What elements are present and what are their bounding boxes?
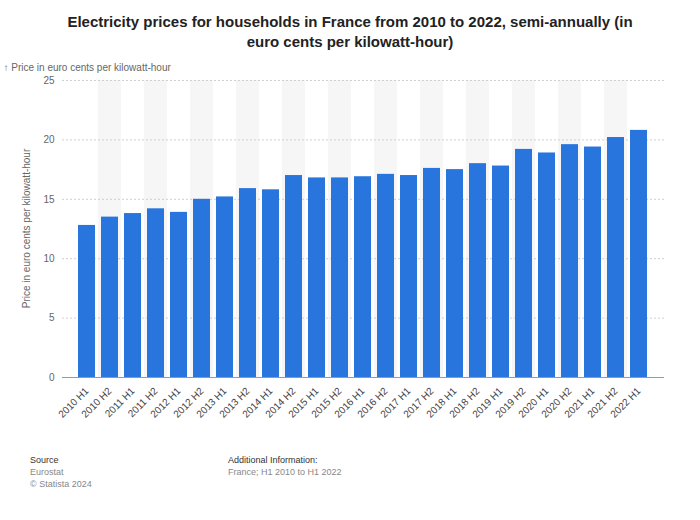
- html-text:Additional Information:: Additional Information:: [228, 455, 318, 465]
- svg-text:2012 H2: 2012 H2: [171, 385, 206, 420]
- svg-text:10: 10: [43, 253, 55, 264]
- html-text:France; H1 2010 to H1 2022: France; H1 2010 to H1 2022: [228, 467, 342, 477]
- svg-text:2020 H2: 2020 H2: [539, 385, 574, 420]
- svg-text:2017 H2: 2017 H2: [401, 385, 436, 420]
- svg-text:25: 25: [43, 75, 55, 86]
- svg-text:2014 H1: 2014 H1: [240, 385, 275, 420]
- svg-text:2013 H1: 2013 H1: [194, 385, 229, 420]
- svg-text:2019 H1: 2019 H1: [470, 385, 505, 420]
- svg-text:2011 H1: 2011 H1: [102, 385, 137, 420]
- svg-text:2010 H2: 2010 H2: [79, 385, 114, 420]
- svg-text:2018 H2: 2018 H2: [447, 385, 482, 420]
- svg-text:2011 H2: 2011 H2: [125, 385, 160, 420]
- html-text:© Statista 2024: © Statista 2024: [30, 479, 92, 489]
- svg-text:2018 H1: 2018 H1: [424, 385, 459, 420]
- html-text:Source: Source: [30, 455, 59, 465]
- svg-text:Price in euro cents per kilowa: Price in euro cents per kilowatt-hour: [21, 148, 32, 308]
- svg-text:2021 H1: 2021 H1: [562, 385, 597, 420]
- svg-text:5: 5: [49, 312, 55, 323]
- svg-text:2022 H1: 2022 H1: [608, 385, 643, 420]
- svg-text:2016 H1: 2016 H1: [332, 385, 367, 420]
- svg-text:2016 H2: 2016 H2: [355, 385, 390, 420]
- svg-text:20: 20: [43, 134, 55, 145]
- svg-text:2012 H1: 2012 H1: [148, 385, 183, 420]
- svg-text:2010 H1: 2010 H1: [56, 385, 91, 420]
- svg-text:2015 H2: 2015 H2: [309, 385, 344, 420]
- svg-text:2017 H1: 2017 H1: [378, 385, 413, 420]
- svg-text:↑ Price in euro cents per kilo: ↑ Price in euro cents per kilowatt-hour: [4, 62, 172, 73]
- svg-text:2014 H2: 2014 H2: [263, 385, 298, 420]
- html-text:Electricity prices for househo: Electricity prices for households in Fra…: [67, 13, 633, 50]
- svg-text:15: 15: [43, 194, 55, 205]
- svg-text:2019 H2: 2019 H2: [493, 385, 528, 420]
- svg-text:2015 H1: 2015 H1: [286, 385, 321, 420]
- svg-text:2020 H1: 2020 H1: [516, 385, 551, 420]
- svg-text:2021 H2: 2021 H2: [585, 385, 620, 420]
- svg-text:0: 0: [49, 372, 55, 383]
- html-text:Eurostat: Eurostat: [30, 467, 64, 477]
- svg-text:2013 H2: 2013 H2: [217, 385, 252, 420]
